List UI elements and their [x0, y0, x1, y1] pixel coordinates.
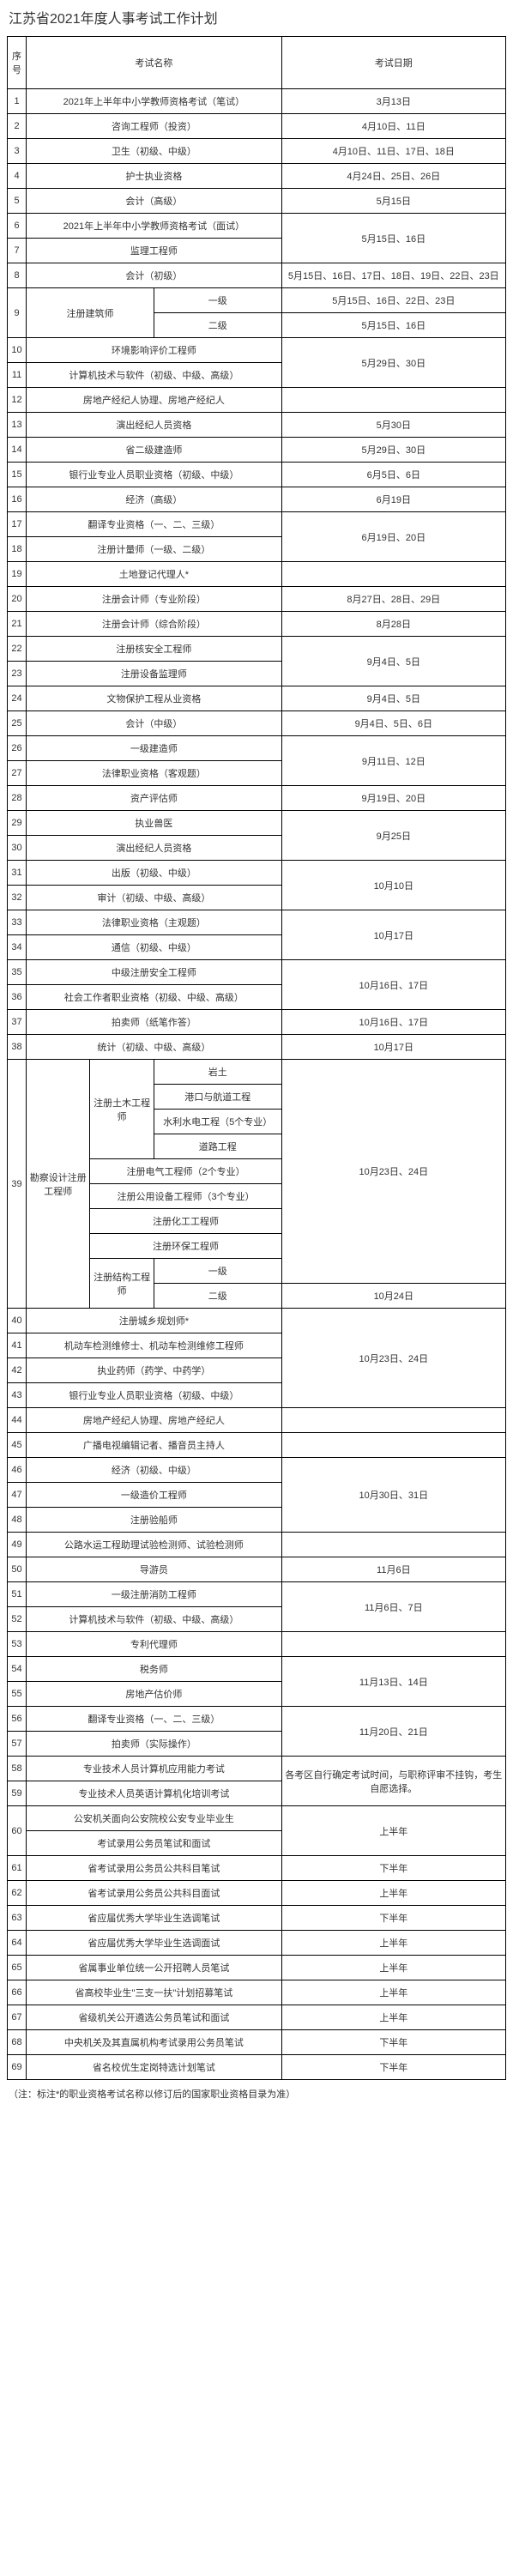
- table-header-row: 序号 考试名称 考试日期: [8, 37, 506, 89]
- col-date: 考试日期: [281, 37, 505, 89]
- col-name: 考试名称: [27, 37, 282, 89]
- footnote: （注：标注*的职业资格考试名称以修订后的国家职业资格目录为准）: [7, 2087, 506, 2101]
- col-seq: 序号: [8, 37, 27, 89]
- exam-plan-table: 序号 考试名称 考试日期 12021年上半年中小学教师资格考试（笔试）3月13日…: [7, 36, 506, 2080]
- page-title: 江苏省2021年度人事考试工作计划: [7, 7, 506, 27]
- table-row: 12021年上半年中小学教师资格考试（笔试）3月13日: [8, 89, 506, 114]
